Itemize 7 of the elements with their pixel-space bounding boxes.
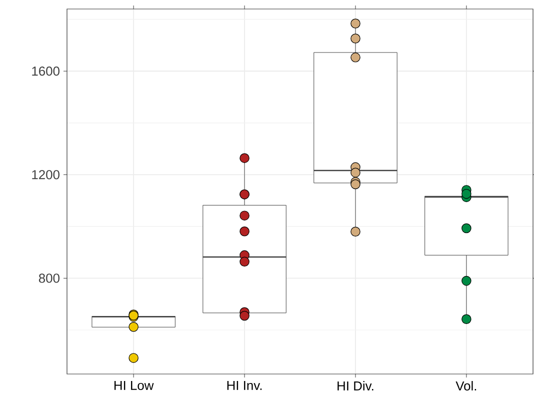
y-tick-label: 1200 xyxy=(32,170,60,180)
y-tick-label: 800 xyxy=(38,274,60,283)
x-tick-label: HI Low xyxy=(114,381,154,390)
x-tick-label: Vol. xyxy=(456,381,476,391)
x-tick-label: HI Div. xyxy=(338,381,374,390)
x-tick-label: HI Inv. xyxy=(227,381,262,390)
y-tick-label: 1600 xyxy=(32,66,60,76)
